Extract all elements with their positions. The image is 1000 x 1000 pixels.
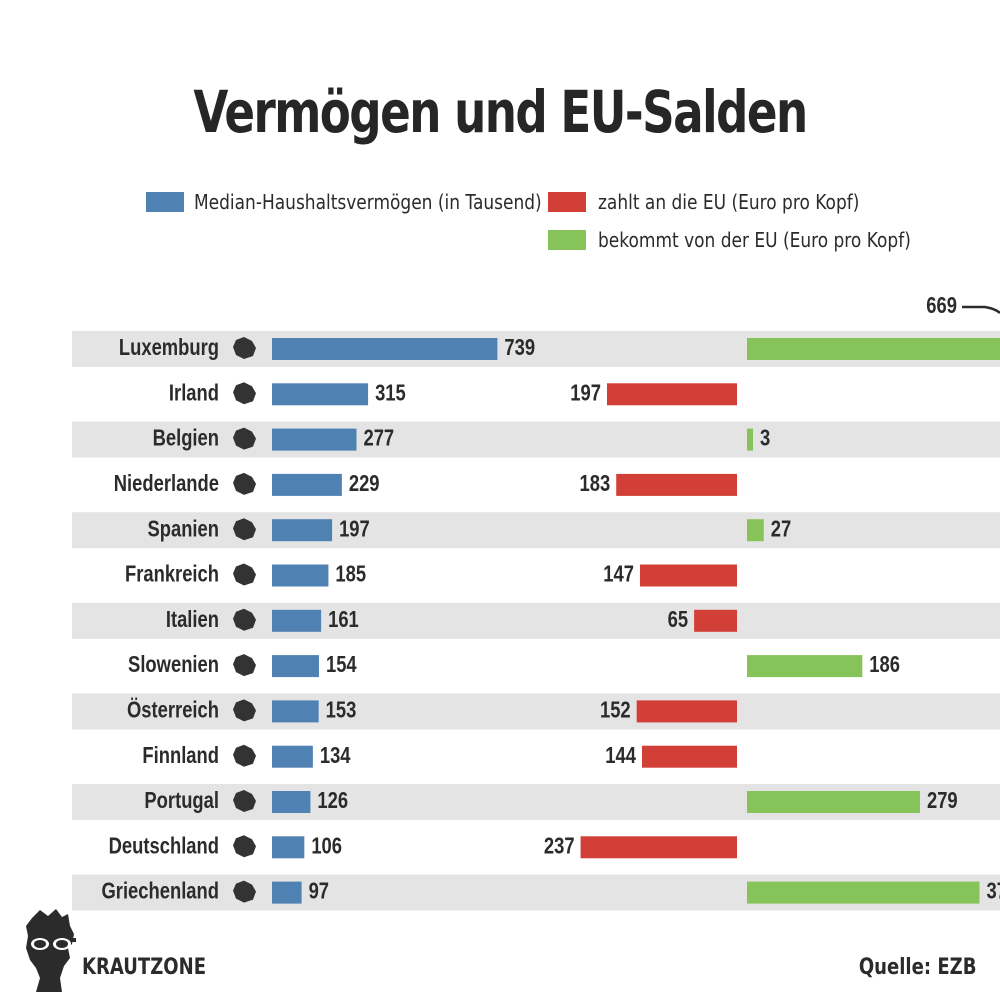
country-label: Frankreich bbox=[125, 562, 219, 587]
country-label: Spanien bbox=[147, 516, 219, 541]
country-label: Niederlande bbox=[114, 471, 219, 496]
country-shape-icon bbox=[233, 654, 256, 677]
country-label: Griechenland bbox=[101, 879, 219, 904]
receives-bar bbox=[747, 655, 863, 678]
receives-bar bbox=[747, 791, 920, 813]
country-shape-icon bbox=[233, 790, 256, 812]
pays-value: 237 bbox=[544, 833, 575, 858]
krautzone-logo bbox=[20, 908, 80, 997]
wealth-value: 126 bbox=[317, 788, 348, 813]
chart-title: Vermögen und EU-Salden bbox=[193, 78, 808, 146]
source-note: Quelle: EZB bbox=[858, 955, 976, 980]
wealth-value: 153 bbox=[326, 698, 357, 723]
wealth-value: 97 bbox=[309, 879, 329, 904]
receives-bar bbox=[747, 428, 753, 451]
country-label: Österreich bbox=[127, 698, 219, 723]
pays-value: 65 bbox=[668, 607, 688, 632]
wealth-bar bbox=[272, 700, 319, 723]
legend-label-pays: zahlt an die EU (Euro pro Kopf) bbox=[598, 190, 860, 214]
legend-swatch-receives bbox=[548, 230, 586, 250]
country-label: Deutschland bbox=[109, 833, 219, 858]
pays-bar bbox=[639, 564, 737, 587]
country-shape-icon bbox=[233, 518, 256, 541]
pays-bar bbox=[616, 473, 737, 496]
row-stripe bbox=[72, 512, 1000, 549]
wealth-bar bbox=[272, 836, 305, 859]
legend-swatch-wealth bbox=[146, 192, 184, 212]
wealth-bar bbox=[272, 564, 329, 587]
wealth-bar bbox=[272, 428, 357, 451]
wealth-value: 229 bbox=[349, 471, 380, 496]
country-shape-icon bbox=[233, 608, 256, 631]
country-shape-icon bbox=[233, 880, 256, 903]
legend-label-wealth: Median-Haushaltsvermögen (in Tausend) bbox=[194, 190, 542, 214]
wealth-value: 315 bbox=[375, 380, 406, 405]
pays-bar bbox=[580, 836, 737, 859]
receives-value: 375 bbox=[987, 879, 1000, 904]
country-label: Slowenien bbox=[128, 652, 219, 677]
country-label: Portugal bbox=[144, 788, 219, 813]
wealth-value: 106 bbox=[311, 833, 342, 858]
wealth-bar bbox=[272, 519, 333, 542]
wealth-bar bbox=[272, 791, 311, 813]
callout-line bbox=[962, 305, 1000, 314]
receives-value: 3 bbox=[760, 426, 770, 451]
country-label: Luxemburg bbox=[119, 335, 219, 360]
row-stripe bbox=[72, 693, 1000, 730]
country-label: Irland bbox=[169, 380, 219, 405]
receives-value: 669 bbox=[926, 293, 957, 318]
wealth-bar bbox=[272, 655, 319, 678]
country-shape-icon bbox=[233, 699, 256, 722]
brand-name: KRAUTZONE bbox=[82, 955, 207, 980]
row-stripe bbox=[72, 602, 1000, 639]
legend-swatch-pays bbox=[548, 192, 586, 212]
pays-bar bbox=[606, 383, 737, 406]
wealth-value: 134 bbox=[320, 743, 351, 768]
pays-value: 147 bbox=[603, 562, 634, 587]
wealth-value: 154 bbox=[326, 652, 357, 677]
wealth-bar bbox=[272, 745, 313, 768]
bar-chart: Luxemburg 739 669 Irland 315 197 Belgien 277 3 Ni… bbox=[72, 293, 1000, 911]
receives-value: 279 bbox=[927, 788, 958, 813]
row-stripe bbox=[72, 421, 1000, 458]
wealth-value: 197 bbox=[339, 516, 370, 541]
country-shape-icon bbox=[233, 382, 256, 405]
country-shape-icon bbox=[233, 472, 256, 495]
receives-bar bbox=[747, 338, 1000, 360]
wealth-bar bbox=[272, 338, 498, 360]
country-shape-icon bbox=[233, 744, 256, 767]
country-shape-icon bbox=[233, 427, 256, 450]
country-shape-icon bbox=[233, 835, 256, 858]
wealth-value: 739 bbox=[504, 335, 535, 360]
wealth-bar bbox=[272, 383, 369, 406]
country-label: Finnland bbox=[142, 743, 219, 768]
pays-value: 183 bbox=[580, 471, 611, 496]
wealth-value: 185 bbox=[335, 562, 366, 587]
country-label: Belgien bbox=[153, 426, 219, 451]
pays-bar bbox=[641, 745, 737, 768]
receives-bar bbox=[747, 881, 980, 904]
country-label: Italien bbox=[166, 607, 219, 632]
wealth-bar bbox=[272, 473, 342, 496]
pays-value: 152 bbox=[600, 698, 631, 723]
wealth-value: 277 bbox=[363, 426, 394, 451]
receives-value: 27 bbox=[771, 516, 791, 541]
wealth-bar bbox=[272, 881, 302, 904]
receives-bar bbox=[747, 519, 764, 542]
wealth-bar bbox=[272, 609, 322, 632]
country-shape-icon bbox=[233, 563, 256, 586]
pays-bar bbox=[694, 609, 737, 632]
pays-value: 197 bbox=[570, 380, 601, 405]
pays-bar bbox=[636, 700, 737, 723]
pays-value: 144 bbox=[605, 743, 636, 768]
legend-label-receives: bekommt von der EU (Euro pro Kopf) bbox=[598, 228, 911, 252]
wealth-value: 161 bbox=[328, 607, 359, 632]
country-shape-icon bbox=[233, 337, 256, 359]
receives-value: 186 bbox=[869, 652, 900, 677]
